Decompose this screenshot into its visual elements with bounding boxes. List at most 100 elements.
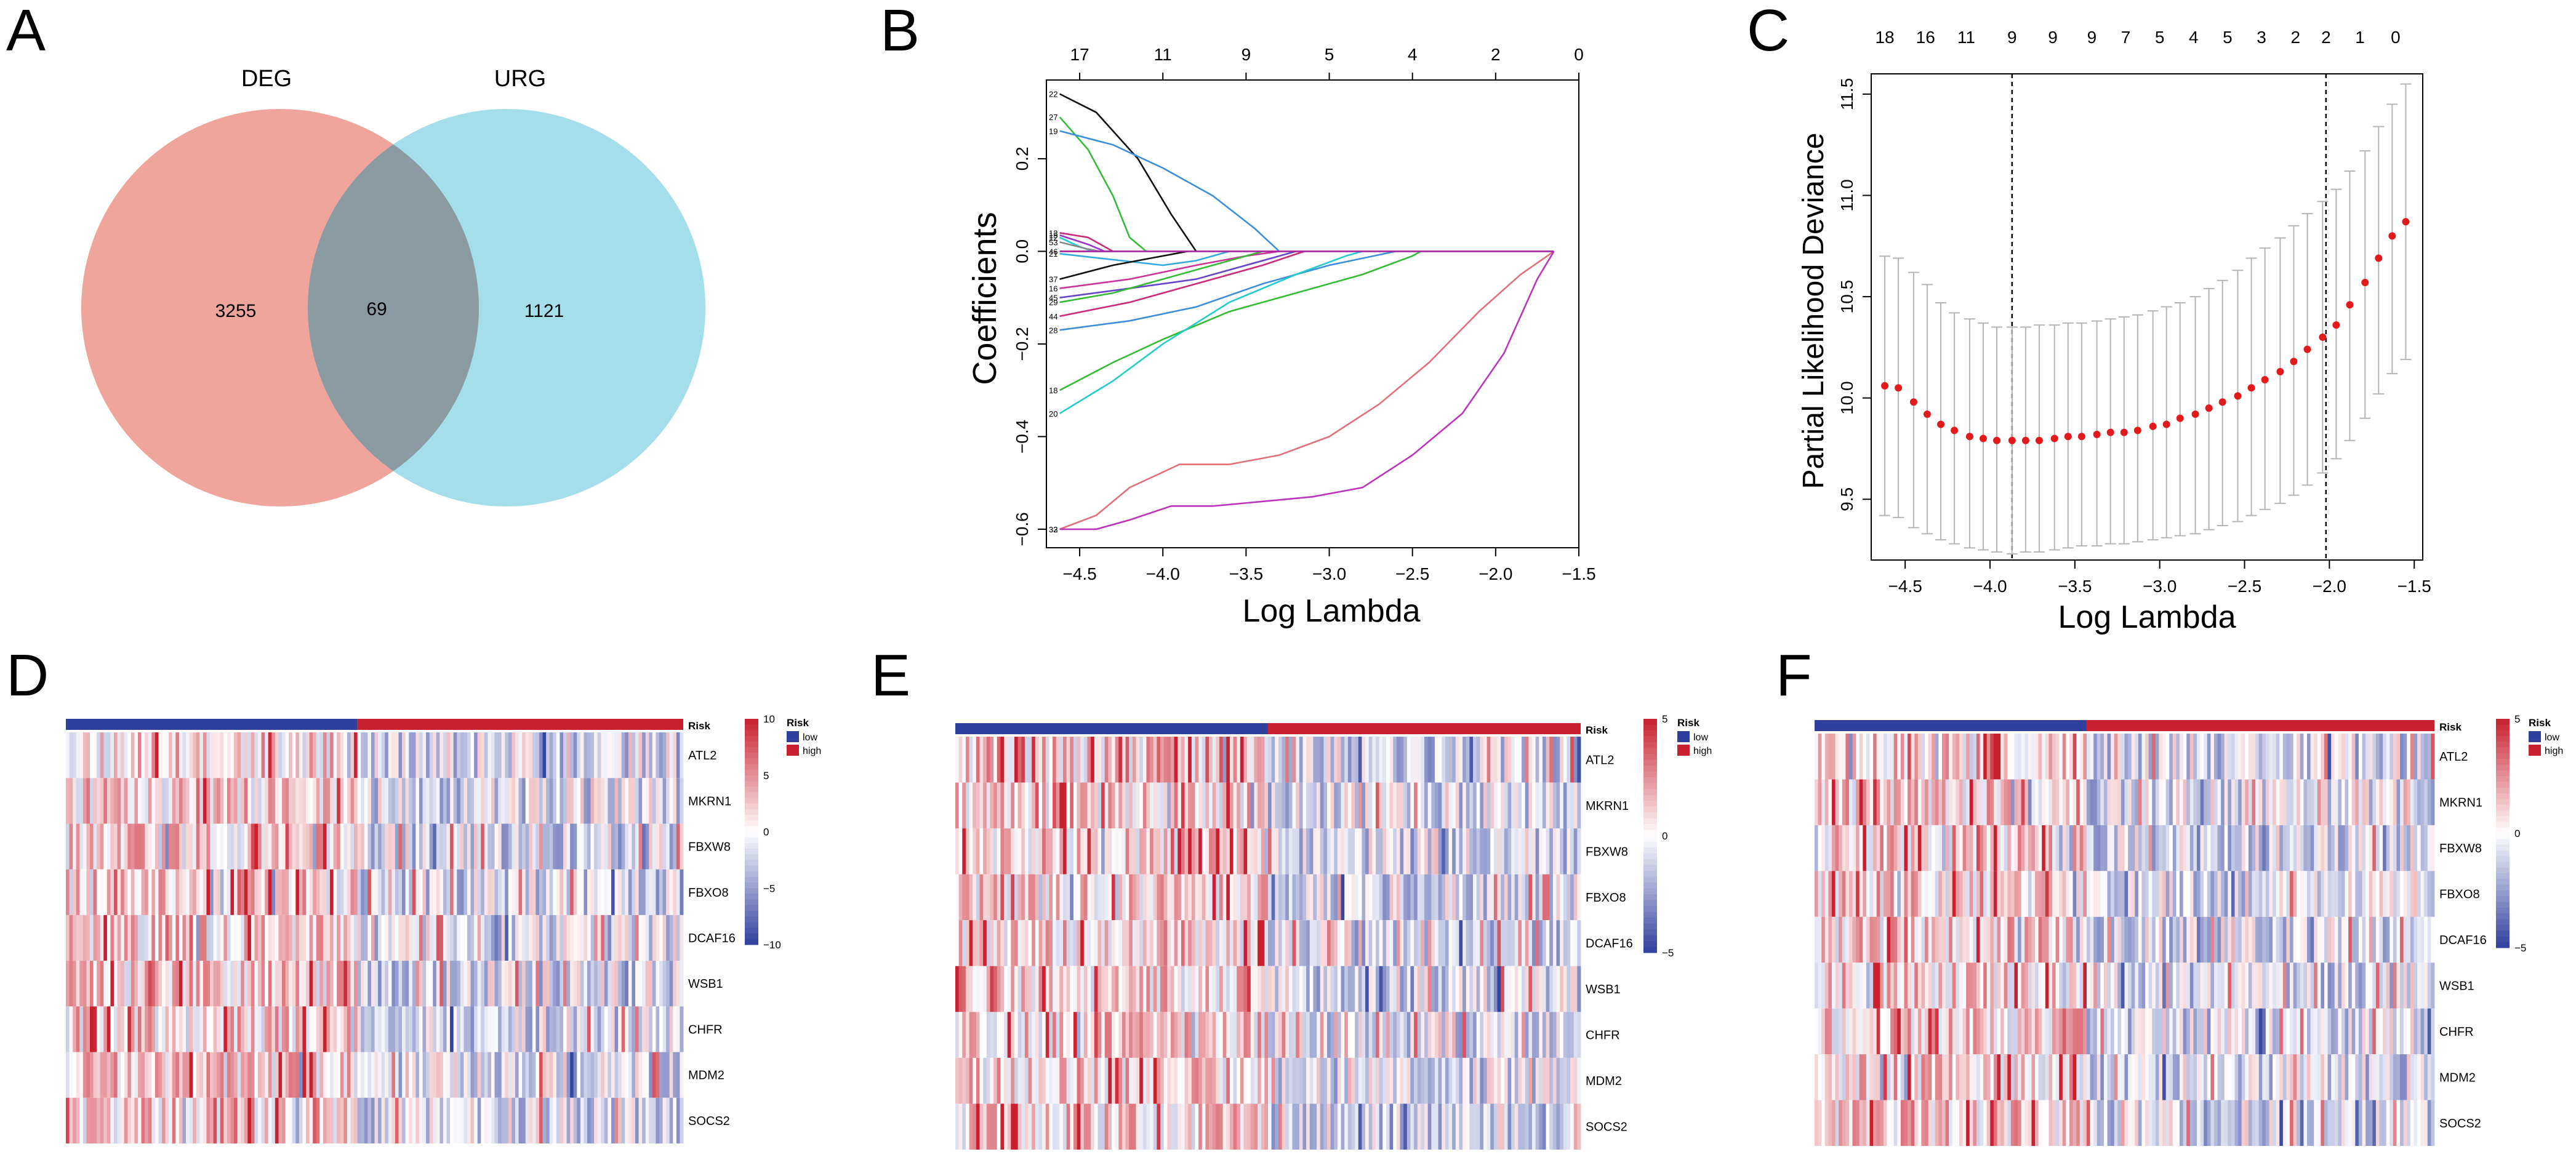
heatmap-cell [2407,825,2411,871]
heatmap-cell [587,961,591,1007]
coef-path-label: 45 [1049,294,1057,303]
heatmap-cell [2286,916,2290,963]
heatmap-cell [210,869,214,915]
heatmap-cell [1243,782,1248,829]
heatmap-cell [2424,963,2428,1009]
heatmap-cell [1059,828,1064,875]
heatmap-cell [515,778,519,824]
heatmap-cell [1417,828,1421,875]
top-tick-label: 4 [1408,45,1418,64]
heatmap-cell [79,961,84,1007]
heatmap-cell [141,778,145,824]
heatmap-cell [2282,779,2287,825]
heatmap-cell [350,1052,355,1098]
heatmap-cell [1560,828,1564,875]
heatmap-cell [986,874,990,921]
heatmap-cell [1839,779,1843,825]
heatmap-cell [642,778,646,824]
heatmap-cell [1914,1054,1919,1100]
heatmap-cell [1080,737,1085,783]
heatmap-cell [666,823,670,870]
heatmap-cell [1866,916,1870,963]
heatmap-cell [536,732,540,779]
heatmap-cell [1104,737,1109,783]
legend-label-low: low [803,732,817,743]
heatmap-cell [2362,779,2366,825]
heatmap-cell [666,778,670,824]
heatmap-cell [962,966,966,1012]
heatmap-cell [1866,871,1870,917]
heatmap-cell [2221,1008,2225,1055]
heatmap-cell [983,874,987,921]
heatmap-cell [1525,920,1529,966]
heatmap-cell [2213,1008,2218,1055]
heatmap-cell [1459,1012,1463,1058]
heatmap-cell [2014,871,2018,917]
heatmap-cell [199,1052,204,1098]
heatmap-cell [450,1097,454,1143]
heatmap-cell [258,1052,262,1098]
heatmap-cell [395,1006,399,1052]
heatmap-cell [145,869,149,915]
heatmap-cell [2093,825,2098,871]
heatmap-cell [1956,734,1960,780]
heatmap-cell [1066,1012,1070,1058]
heatmap-cell [275,915,279,961]
heatmap-cell [316,1006,320,1052]
heatmap-cell [2282,734,2287,780]
heatmap-cell [82,1006,87,1052]
heatmap-cell [374,869,379,915]
heatmap-cell [175,1006,180,1052]
heatmap-cell [117,732,121,779]
heatmap-cell [1469,966,1474,1012]
heatmap-cell [154,823,159,870]
heatmap-cell [522,1006,526,1052]
heatmap-cell [1431,828,1435,875]
heatmap-cell [1928,734,1932,780]
heatmap-cell [2018,734,2022,780]
heatmap-cell [1406,1012,1411,1058]
heatmap-cell [2042,1008,2046,1055]
heatmap-cell [2407,871,2411,917]
heatmap-cell [563,869,567,915]
heatmap-cell [141,869,145,915]
heatmap-cell [1355,782,1359,829]
heatmap-cell [1053,828,1057,875]
heatmap-cell [1535,874,1539,921]
heatmap-cell [2303,963,2308,1009]
heatmap-cell [518,869,523,915]
heatmap-cell [1268,920,1272,966]
colorbar-tick-label: 5 [1662,713,1667,725]
heatmap-cell [1431,874,1435,921]
heatmap-cell [182,823,187,870]
heatmap-cell [114,1006,118,1052]
heatmap-cell [66,915,70,961]
heatmap-cell [1330,828,1334,875]
heatmap-cell [1522,782,1526,829]
heatmap-cell [508,1006,512,1052]
heatmap-cell [553,1052,557,1098]
heatmap-cell [278,961,283,1007]
heatmap-cell [1219,1103,1224,1150]
heatmap-cell [1463,737,1467,783]
heatmap-cell [2072,1008,2077,1055]
heatmap-cell [1045,782,1049,829]
heatmap-cell [2111,825,2115,871]
heatmap-cell [1504,874,1508,921]
heatmap-cell [2241,734,2245,780]
heatmap-cell [117,869,121,915]
heatmap-cell [1112,966,1116,1012]
heatmap-cell [1264,737,1269,783]
heatmap-cell [2393,871,2397,917]
heatmap-cell [158,1006,163,1052]
heatmap-cell [2148,916,2153,963]
heatmap-cell [319,1006,324,1052]
heatmap-cell [213,1052,217,1098]
heatmap-cell [1288,1103,1293,1150]
heatmap-cell [398,915,403,961]
heatmap-cell [1434,874,1438,921]
heatmap-cell [1410,1012,1414,1058]
heatmap-cell [2072,734,2077,780]
heatmap-cell [374,915,379,961]
heatmap-cell [2035,825,2039,871]
